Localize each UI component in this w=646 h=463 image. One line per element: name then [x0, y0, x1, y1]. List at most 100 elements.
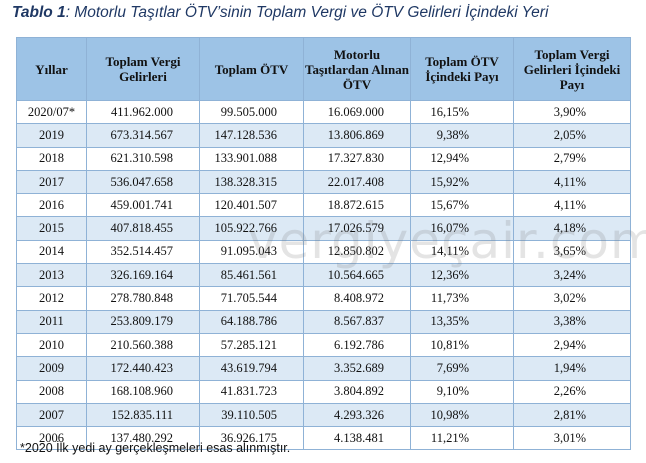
- share-in-tax-revenue-cell: 3,38%: [513, 309, 631, 334]
- year-cell: 2007: [16, 402, 87, 428]
- total-otv-cell: 91.095.043: [199, 239, 304, 265]
- share-in-otv-cell: 7,69%: [410, 356, 514, 381]
- share-in-tax-revenue-cell: 1,94%: [513, 356, 631, 381]
- total-otv-cell: 71.705.544: [199, 286, 304, 311]
- table-row: 2018 621.310.598 133.901.088 17.327.830 12,9…: [16, 146, 631, 171]
- total-tax-revenue-cell: 459.001.741: [86, 193, 200, 218]
- table-row: 2011 253.809.179 64.188.786 8.567.837 13,35%…: [16, 309, 631, 334]
- share-in-otv-cell: 10,81%: [410, 332, 514, 358]
- year-cell: 2010: [16, 332, 87, 358]
- share-in-otv-cell: 11,73%: [410, 286, 514, 311]
- table-header: Yıllar Toplam Vergi Gelirleri Toplam ÖTV…: [16, 37, 631, 101]
- year-cell: 2019: [16, 123, 87, 148]
- total-otv-cell: 138.328.315: [199, 169, 304, 195]
- share-in-tax-revenue-cell: 3,65%: [513, 239, 631, 265]
- table-row: 2009 172.440.423 43.619.794 3.352.689 7,69% 1…: [16, 356, 631, 381]
- year-cell: 2017: [16, 169, 87, 195]
- year-cell: 2013: [16, 263, 87, 288]
- motor-vehicle-otv-cell: 3.352.689: [303, 356, 411, 381]
- total-tax-revenue-cell: 407.818.455: [86, 216, 200, 241]
- total-otv-cell: 133.901.088: [199, 146, 304, 171]
- total-otv-cell: 57.285.121: [199, 332, 304, 358]
- motor-vehicle-otv-cell: 17.026.579: [303, 216, 411, 241]
- share-in-otv-cell: 9,38%: [410, 123, 514, 148]
- total-otv-cell: 85.461.561: [199, 263, 304, 288]
- total-tax-revenue-cell: 137.480.292: [86, 426, 200, 451]
- total-otv-cell: 39.110.505: [199, 402, 304, 428]
- total-otv-cell: 43.619.794: [199, 356, 304, 381]
- header-years: Yıllar: [16, 37, 87, 101]
- share-in-tax-revenue-cell: 3,01%: [513, 426, 631, 451]
- total-tax-revenue-cell: 253.809.179: [86, 309, 200, 334]
- share-in-otv-cell: 14,11%: [410, 239, 514, 265]
- table-row: 2012 278.780.848 71.705.544 8.408.972 11,73%…: [16, 286, 631, 311]
- motor-vehicle-otv-cell: 4.138.481: [303, 426, 411, 451]
- total-otv-cell: 105.922.766: [199, 216, 304, 241]
- share-in-tax-revenue-cell: 3,02%: [513, 286, 631, 311]
- share-in-tax-revenue-cell: 3,90%: [513, 99, 631, 125]
- total-tax-revenue-cell: 621.310.598: [86, 146, 200, 171]
- table-row: 2010 210.560.388 57.285.121 6.192.786 10,81%…: [16, 332, 631, 358]
- total-tax-revenue-cell: 536.047.658: [86, 169, 200, 195]
- year-cell: 2006: [16, 426, 87, 451]
- share-in-otv-cell: 13,35%: [410, 309, 514, 334]
- motor-vehicle-otv-cell: 8.567.837: [303, 309, 411, 334]
- total-tax-revenue-cell: 152.835.111: [86, 402, 200, 428]
- share-in-tax-revenue-cell: 2,26%: [513, 379, 631, 404]
- header-share-in-otv: Toplam ÖTV İçindeki Payı: [410, 37, 514, 101]
- table-row: 2019 673.314.567 147.128.536 13.806.869 9,38…: [16, 123, 631, 148]
- header-total-tax-revenue: Toplam Vergi Gelirleri: [86, 37, 200, 101]
- motor-vehicle-otv-cell: 12.850.802: [303, 239, 411, 265]
- total-otv-cell: 147.128.536: [199, 123, 304, 148]
- share-in-otv-cell: 12,36%: [410, 263, 514, 288]
- share-in-tax-revenue-cell: 2,94%: [513, 332, 631, 358]
- share-in-otv-cell: 16,07%: [410, 216, 514, 241]
- motor-vehicle-otv-cell: 10.564.665: [303, 263, 411, 288]
- motor-vehicle-otv-cell: 8.408.972: [303, 286, 411, 311]
- header-total-otv: Toplam ÖTV: [199, 37, 304, 101]
- motor-vehicle-otv-cell: 3.804.892: [303, 379, 411, 404]
- motor-vehicle-otv-cell: 16.069.000: [303, 99, 411, 125]
- caption-label: Tablo 1: [12, 4, 66, 21]
- share-in-otv-cell: 11,21%: [410, 426, 514, 451]
- share-in-tax-revenue-cell: 4,18%: [513, 216, 631, 241]
- header-motor-vehicle-otv: Motorlu Taşıtlardan Alınan ÖTV: [303, 37, 411, 101]
- share-in-tax-revenue-cell: 2,05%: [513, 123, 631, 148]
- total-otv-cell: 41.831.723: [199, 379, 304, 404]
- year-cell: 2014: [16, 239, 87, 265]
- share-in-tax-revenue-cell: 4,11%: [513, 193, 631, 218]
- total-otv-cell: 120.401.507: [199, 193, 304, 218]
- motor-vehicle-otv-cell: 18.872.615: [303, 193, 411, 218]
- table-row: 2015 407.818.455 105.922.766 17.026.579 16,0…: [16, 216, 631, 241]
- motor-vehicle-otv-cell: 4.293.326: [303, 402, 411, 428]
- year-cell: 2015: [16, 216, 87, 241]
- total-otv-cell: 64.188.786: [199, 309, 304, 334]
- motor-vehicle-otv-cell: 17.327.830: [303, 146, 411, 171]
- total-tax-revenue-cell: 352.514.457: [86, 239, 200, 265]
- year-cell: 2012: [16, 286, 87, 311]
- table-body: 2020/07* 411.962.000 99.505.000 16.069.000 1…: [16, 99, 631, 451]
- share-in-tax-revenue-cell: 3,24%: [513, 263, 631, 288]
- total-otv-cell: 99.505.000: [199, 99, 304, 125]
- caption-text: : Motorlu Taşıtlar ÖTV’sinin Toplam Verg…: [65, 4, 549, 21]
- table-row: 2020/07* 411.962.000 99.505.000 16.069.000 1…: [16, 99, 631, 125]
- total-tax-revenue-cell: 210.560.388: [86, 332, 200, 358]
- share-in-tax-revenue-cell: 2,81%: [513, 402, 631, 428]
- motor-vehicle-otv-cell: 6.192.786: [303, 332, 411, 358]
- share-in-otv-cell: 9,10%: [410, 379, 514, 404]
- share-in-otv-cell: 16,15%: [410, 99, 514, 125]
- year-cell: 2018: [16, 146, 87, 171]
- footnote: *2020 İlk yedi ay gerçekleşmeleri esas a…: [20, 441, 291, 455]
- header-row: Yıllar Toplam Vergi Gelirleri Toplam ÖTV…: [16, 37, 631, 101]
- total-tax-revenue-cell: 172.440.423: [86, 356, 200, 381]
- total-tax-revenue-cell: 278.780.848: [86, 286, 200, 311]
- table-row: 2017 536.047.658 138.328.315 22.017.408 15,9…: [16, 169, 631, 195]
- share-in-tax-revenue-cell: 4,11%: [513, 169, 631, 195]
- total-tax-revenue-cell: 411.962.000: [86, 99, 200, 125]
- total-tax-revenue-cell: 326.169.164: [86, 263, 200, 288]
- year-cell: 2016: [16, 193, 87, 218]
- year-cell: 2009: [16, 356, 87, 381]
- share-in-otv-cell: 12,94%: [410, 146, 514, 171]
- motor-vehicle-otv-cell: 22.017.408: [303, 169, 411, 195]
- total-tax-revenue-cell: 673.314.567: [86, 123, 200, 148]
